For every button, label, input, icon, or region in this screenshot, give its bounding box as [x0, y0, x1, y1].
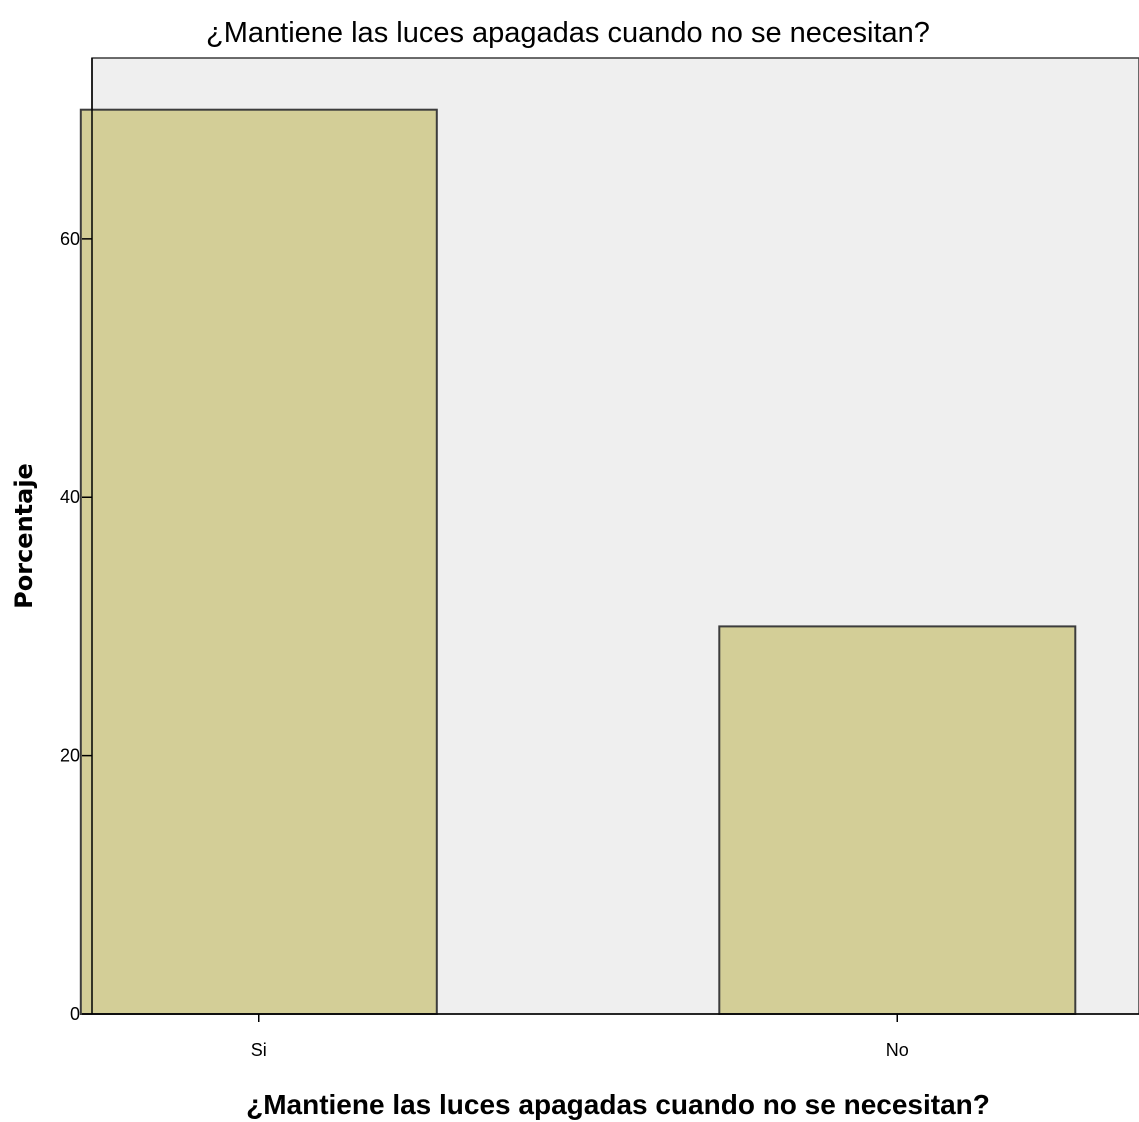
x-axis: Si No	[92, 1013, 1139, 1060]
y-tick-label: 60	[60, 229, 80, 249]
y-tick-label: 0	[70, 1004, 80, 1024]
chart-title: ¿Mantiene las luces apagadas cuando no s…	[206, 17, 930, 49]
y-axis-label: Porcentaje	[10, 463, 38, 609]
bar-no	[718, 625, 1077, 1016]
x-tick-label-no: No	[886, 1040, 909, 1060]
y-tick-label: 40	[60, 487, 80, 507]
x-axis-label: ¿Mantiene las luces apagadas cuando no s…	[246, 1089, 990, 1120]
x-tick-label-si: Si	[251, 1040, 267, 1060]
y-axis: 0 20 40 60	[60, 58, 93, 1024]
y-tick-label: 20	[60, 746, 80, 766]
bar-si	[79, 108, 438, 1015]
